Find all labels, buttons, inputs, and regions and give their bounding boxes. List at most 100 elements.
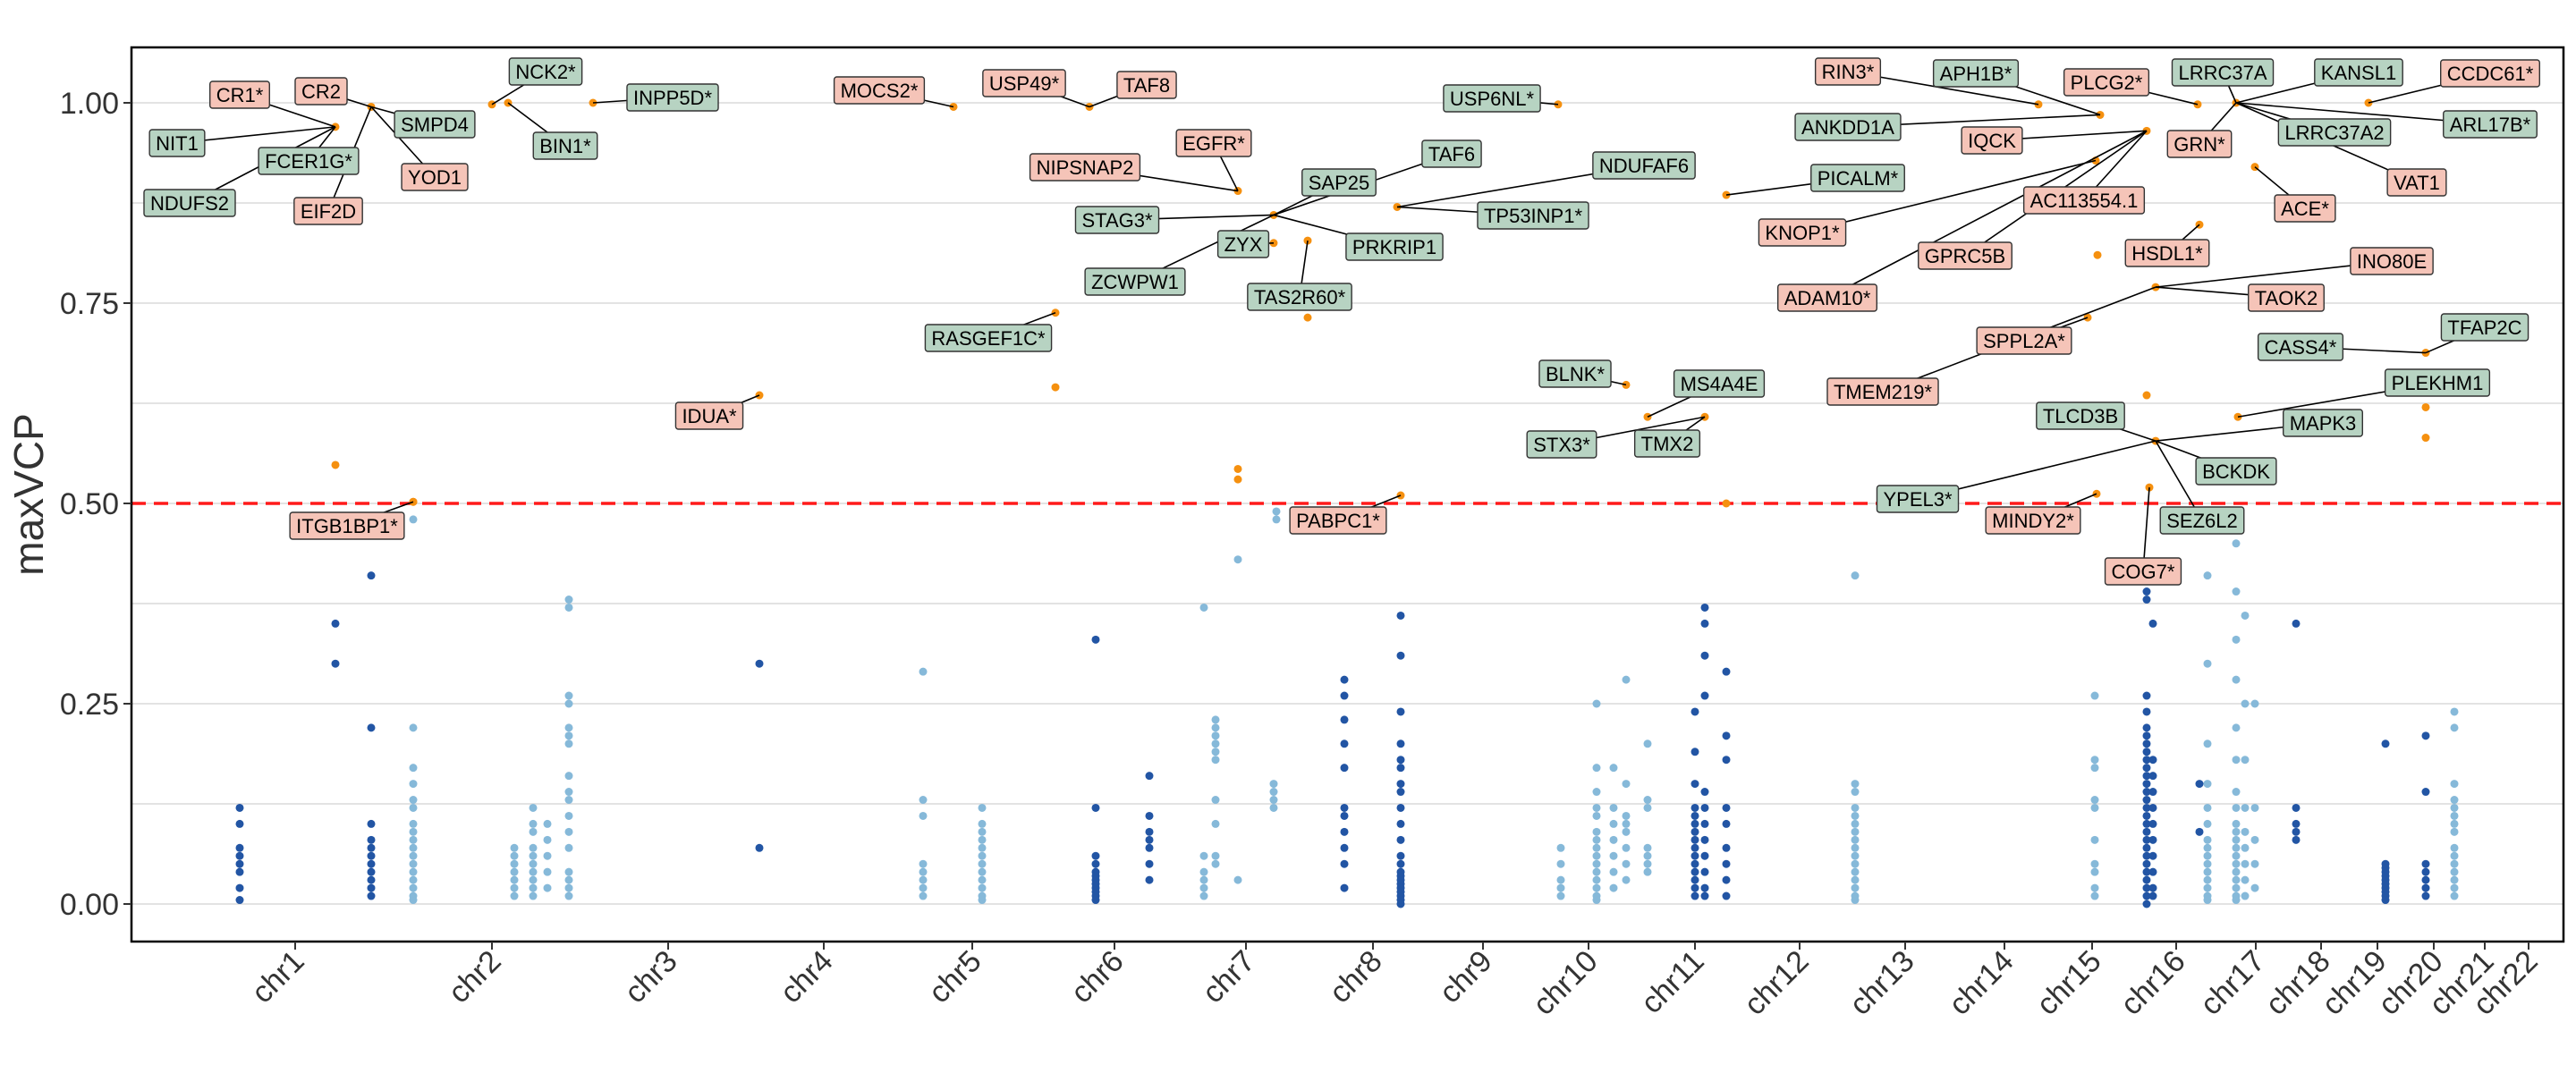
data-point	[2142, 764, 2151, 773]
gene-label: HSDL1*	[2124, 239, 2210, 267]
significant-point	[1233, 475, 1242, 484]
data-point	[2232, 803, 2241, 812]
gene-label: PLEKHM1	[2384, 368, 2491, 397]
data-point	[409, 883, 418, 892]
data-point	[1690, 780, 1699, 789]
data-point	[2241, 827, 2250, 836]
data-point	[543, 819, 552, 828]
data-point	[564, 596, 573, 604]
data-point	[2450, 883, 2459, 892]
gene-label-box	[1826, 377, 1939, 406]
data-point	[367, 891, 376, 900]
data-point	[919, 811, 928, 820]
x-tick-label: chr10	[1527, 944, 1605, 1022]
gene-label-text: ZYX	[1224, 233, 1263, 256]
significant-point	[2093, 250, 2102, 259]
gene-label: SPPL2A*	[1976, 326, 2072, 355]
data-point	[2381, 739, 2390, 748]
data-point	[2250, 883, 2259, 892]
gene-label-text: SPPL2A*	[1983, 330, 2065, 352]
data-point	[1396, 835, 1405, 844]
data-point	[2241, 859, 2250, 868]
gene-label-text: RASGEF1C*	[931, 327, 1046, 350]
data-point	[2450, 780, 2459, 789]
data-point	[1211, 819, 1220, 828]
data-point	[235, 819, 244, 828]
data-point	[1269, 803, 1278, 812]
data-point	[2381, 896, 2390, 905]
data-point	[1091, 803, 1100, 812]
data-point	[1340, 739, 1349, 748]
gene-label-box	[258, 147, 360, 175]
data-point	[1592, 859, 1601, 868]
data-point	[1145, 875, 1154, 884]
gene-label: ITGB1BP1*	[289, 511, 405, 540]
data-point	[978, 896, 987, 905]
gene-label: PICALM*	[1810, 164, 1905, 192]
data-point	[2421, 891, 2430, 900]
data-point	[1091, 859, 1100, 868]
gene-label: TAF8	[1116, 71, 1177, 99]
gene-label: MAPK3	[2283, 409, 2363, 437]
data-point	[1592, 764, 1601, 773]
data-point	[2241, 756, 2250, 765]
gene-label-text: ACE*	[2281, 198, 2329, 220]
gene-label: PLCG2*	[2063, 68, 2150, 97]
data-point	[919, 867, 928, 876]
significant-point	[331, 460, 340, 469]
data-point	[1340, 883, 1349, 892]
gene-label-text: BLNK*	[1546, 363, 1605, 385]
gene-label-text: ZCWPW1	[1091, 271, 1179, 293]
data-point	[543, 867, 552, 876]
gene-label: YOD1	[401, 163, 469, 191]
data-point	[978, 867, 987, 876]
x-tick-label: chr19	[2316, 944, 2394, 1022]
data-point	[2090, 756, 2099, 765]
data-point	[409, 867, 418, 876]
data-point	[2421, 731, 2430, 740]
gene-label: ADAM10*	[1777, 283, 1877, 312]
data-point	[1592, 875, 1601, 884]
data-point	[2148, 835, 2157, 844]
data-point	[1396, 739, 1405, 748]
gene-label-box	[1175, 129, 1252, 157]
data-point	[510, 883, 519, 892]
gene-label-box	[143, 189, 236, 217]
gene-label-box	[2104, 557, 2182, 586]
x-tick-label: chr8	[1323, 944, 1389, 1010]
gene-label-box	[833, 76, 926, 105]
data-point	[2195, 780, 2204, 789]
plot-frame	[130, 46, 2565, 943]
data-point	[2142, 756, 2151, 765]
data-point	[1592, 788, 1601, 797]
gene-label-text: IQCK	[1968, 130, 2016, 152]
gene-label-text: MOCS2*	[841, 80, 919, 102]
gene-label: SMPD4	[394, 110, 476, 139]
data-point	[564, 731, 573, 740]
gene-label-box	[1074, 206, 1160, 234]
data-point	[2148, 803, 2157, 812]
data-point	[1690, 707, 1699, 716]
gene-label-text: STAG3*	[1081, 209, 1153, 232]
data-point	[2232, 843, 2241, 852]
data-point	[2232, 819, 2241, 828]
data-point	[510, 843, 519, 852]
gene-label: BIN1*	[532, 131, 598, 160]
gene-label-box	[289, 511, 405, 540]
data-point	[1211, 715, 1220, 724]
gene-label-text: BCKDK	[2202, 460, 2270, 483]
data-point	[2203, 896, 2212, 905]
gene-label-box	[293, 197, 363, 225]
gene-label-box	[1633, 429, 1701, 458]
gene-label-box	[2036, 401, 2125, 430]
data-point	[2090, 796, 2099, 805]
data-point	[2090, 867, 2099, 876]
data-point	[2232, 851, 2241, 860]
gene-label: MOCS2*	[833, 76, 926, 105]
gene-label: SAP25	[1301, 168, 1377, 197]
gene-label-box	[626, 83, 719, 112]
gene-label-box	[2443, 110, 2538, 139]
gene-label-box	[2124, 239, 2210, 267]
data-point	[2450, 796, 2459, 805]
data-point	[2421, 875, 2430, 884]
